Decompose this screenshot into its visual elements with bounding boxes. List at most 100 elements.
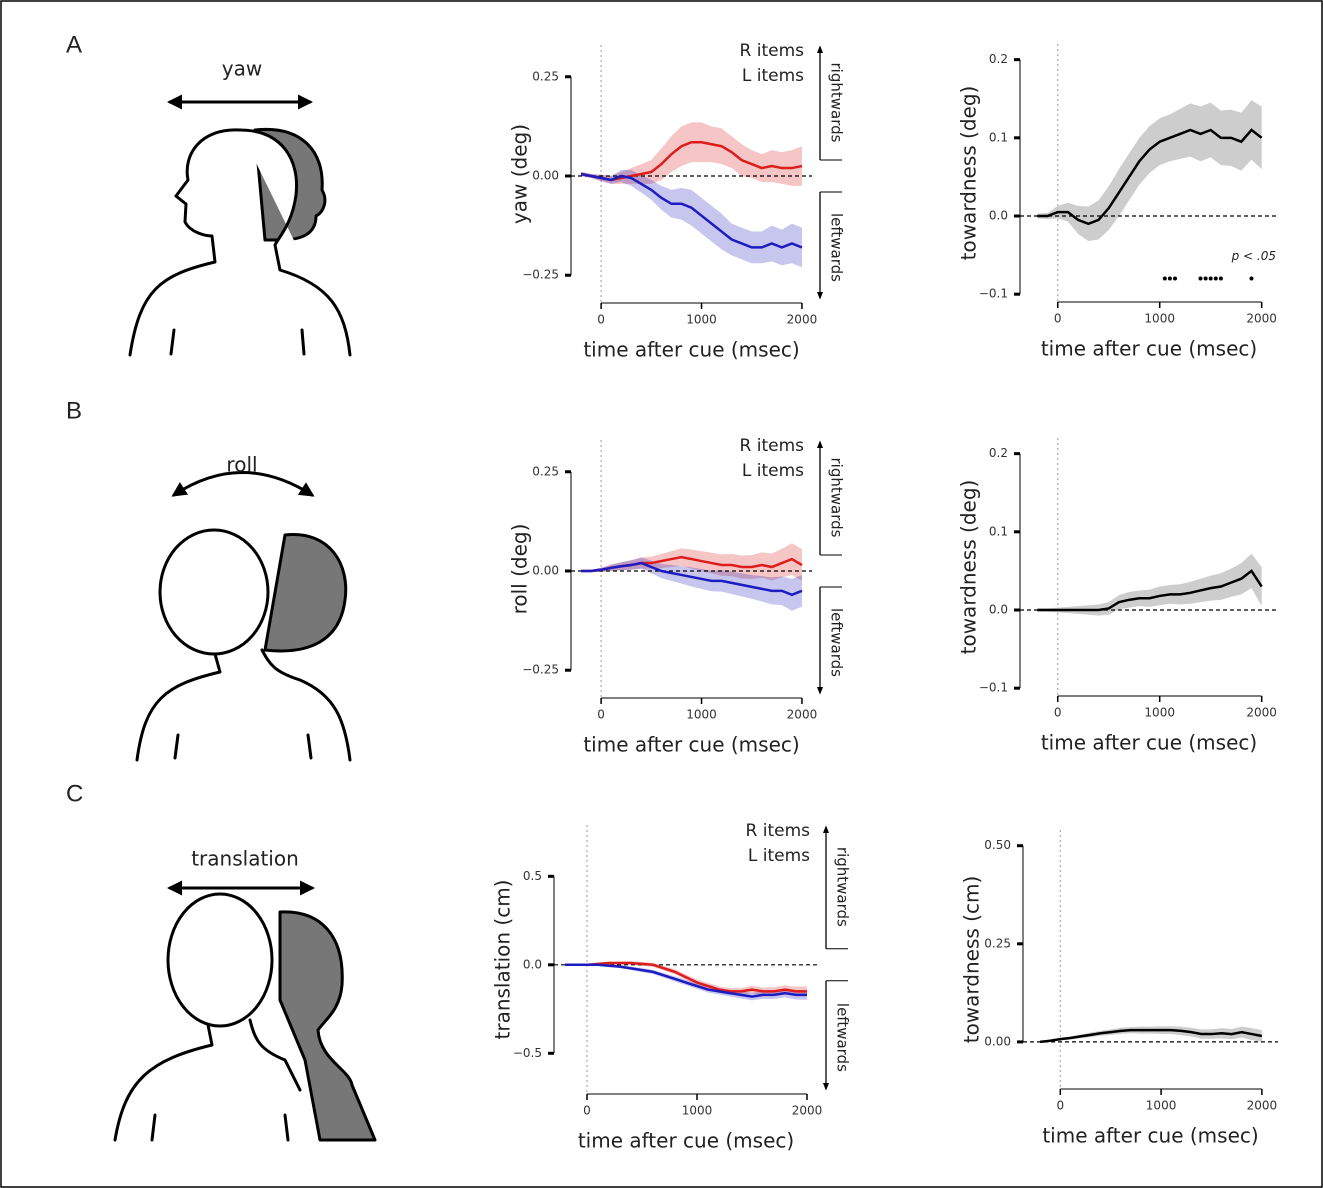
direction-label: rightwards xyxy=(828,63,846,143)
significance-dot xyxy=(1208,276,1213,281)
error-band xyxy=(565,961,807,997)
y-tick-label: −0.25 xyxy=(522,663,559,677)
y-tick-label: 0.2 xyxy=(989,446,1008,460)
line xyxy=(565,963,807,998)
y-tick-label: 0.00 xyxy=(984,1034,1011,1048)
motion-label: yaw xyxy=(222,57,262,81)
x-tick-label: 1000 xyxy=(1144,312,1175,326)
y-tick-label: 0.50 xyxy=(984,838,1011,852)
x-tick-label: 2000 xyxy=(787,708,818,722)
x-tick-label: 2000 xyxy=(1247,1099,1278,1113)
error-band xyxy=(581,557,802,611)
y-tick-label: 0.25 xyxy=(532,464,559,478)
direction-label: rightwards xyxy=(834,847,852,927)
x-axis-label: time after cue (msec) xyxy=(1041,337,1257,361)
x-tick-label: 2000 xyxy=(787,313,818,327)
x-tick-label: 1000 xyxy=(686,313,717,327)
y-axis-label: towardness (deg) xyxy=(957,86,981,261)
error-band xyxy=(581,170,802,268)
y-tick-label: 0.25 xyxy=(984,936,1011,950)
legend-label: L items xyxy=(742,66,804,86)
significance-dot xyxy=(1218,276,1223,281)
direction-label: leftwards xyxy=(828,213,846,282)
motion-label: roll xyxy=(226,453,257,477)
y-tick-label: −0.25 xyxy=(522,268,559,282)
y-tick-label: 0.2 xyxy=(989,52,1008,66)
y-tick-label: 0.00 xyxy=(532,563,559,577)
y-tick-label: −0.5 xyxy=(513,1046,542,1060)
significance-dot xyxy=(1249,276,1254,281)
y-axis-label: translation (cm) xyxy=(491,880,515,1040)
head xyxy=(158,528,270,656)
error-band xyxy=(1037,553,1262,616)
y-tick-label: −0.1 xyxy=(979,681,1008,695)
line xyxy=(581,561,803,597)
legend-label: L items xyxy=(748,846,810,866)
y-tick-label: 0.5 xyxy=(523,869,542,883)
head xyxy=(128,128,242,357)
y-tick-label: 0.25 xyxy=(532,69,559,83)
y-tick-label: −0.1 xyxy=(979,287,1008,301)
x-axis-label: time after cue (msec) xyxy=(1042,1124,1258,1148)
significance-dot xyxy=(1213,276,1218,281)
arrow xyxy=(171,471,315,497)
x-tick-label: 1000 xyxy=(682,1104,713,1118)
significance-dot xyxy=(1162,276,1167,281)
y-axis-label: towardness (deg) xyxy=(957,480,981,655)
legend-label: R items xyxy=(740,436,805,456)
motion-label: translation xyxy=(191,847,299,871)
y-tick-label: 0.0 xyxy=(523,957,542,971)
significance-dot xyxy=(1167,276,1172,281)
x-axis-label: time after cue (msec) xyxy=(1041,731,1257,755)
x-axis-label: time after cue (msec) xyxy=(583,338,799,362)
legend-label: R items xyxy=(740,41,805,61)
x-axis-label: time after cue (msec) xyxy=(578,1129,794,1153)
legend-label: R items xyxy=(746,821,811,841)
panel-letter: B xyxy=(66,397,82,424)
x-tick-label: 2000 xyxy=(792,1104,823,1118)
x-tick-label: 0 xyxy=(1056,1099,1064,1113)
direction-label: rightwards xyxy=(828,458,846,538)
arms xyxy=(169,328,306,356)
x-tick-label: 0 xyxy=(597,708,605,722)
x-tick-label: 0 xyxy=(583,1104,591,1118)
y-axis-label: yaw (deg) xyxy=(508,124,532,224)
x-tick-label: 0 xyxy=(597,313,605,327)
x-tick-label: 2000 xyxy=(1246,706,1277,720)
line xyxy=(580,172,803,249)
error-band xyxy=(1040,1026,1262,1043)
body xyxy=(135,648,352,762)
y-tick-label: 0.1 xyxy=(989,524,1008,538)
body xyxy=(113,1018,302,1142)
x-tick-label: 2000 xyxy=(1246,312,1277,326)
y-axis-label: roll (deg) xyxy=(508,524,532,615)
x-axis-label: time after cue (msec) xyxy=(583,733,799,757)
x-tick-label: 1000 xyxy=(1144,706,1175,720)
significance-dot xyxy=(1173,276,1178,281)
head xyxy=(166,892,274,1028)
illustrations xyxy=(113,94,377,1142)
arms xyxy=(150,1113,290,1142)
y-tick-label: 0.0 xyxy=(989,603,1008,617)
significance-dot xyxy=(1203,276,1208,281)
line xyxy=(1037,128,1263,226)
error-band xyxy=(1037,100,1262,242)
line xyxy=(1037,569,1263,612)
x-tick-label: 0 xyxy=(1054,706,1062,720)
error-band xyxy=(581,122,802,186)
x-tick-label: 1000 xyxy=(686,708,717,722)
panel-letter: C xyxy=(66,780,83,807)
head-shadow xyxy=(263,533,348,653)
line xyxy=(565,961,807,993)
arms xyxy=(173,733,313,760)
y-tick-label: 0.00 xyxy=(532,168,559,182)
body-shadow xyxy=(278,910,377,1142)
y-tick-label: 0.0 xyxy=(989,209,1008,223)
x-tick-label: 0 xyxy=(1054,312,1062,326)
y-axis-label: towardness (cm) xyxy=(960,876,984,1044)
y-tick-label: 0.1 xyxy=(989,130,1008,144)
direction-label: leftwards xyxy=(834,1003,852,1072)
